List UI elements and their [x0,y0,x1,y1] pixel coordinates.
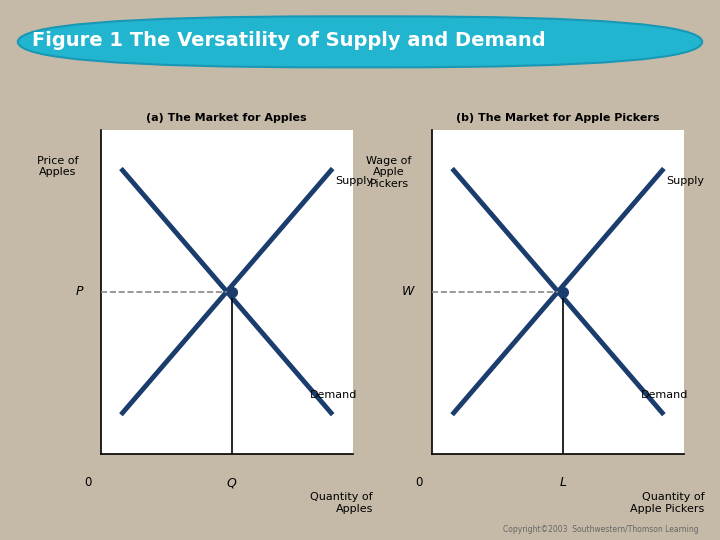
FancyBboxPatch shape [18,16,702,68]
Title: (a) The Market for Apples: (a) The Market for Apples [146,113,307,123]
Text: Q: Q [227,476,237,489]
Text: Figure 1 The Versatility of Supply and Demand: Figure 1 The Versatility of Supply and D… [32,31,545,50]
Text: Quantity of
Apples: Quantity of Apples [310,492,373,514]
Text: Supply: Supply [336,177,373,186]
Text: P: P [76,285,84,298]
Text: 0: 0 [415,476,423,489]
Text: Copyright©2003  Southwestern/Thomson Learning: Copyright©2003 Southwestern/Thomson Lear… [503,524,698,534]
Text: Quantity of
Apple Pickers: Quantity of Apple Pickers [630,492,704,514]
Text: Price of
Apples: Price of Apples [37,156,78,177]
Text: L: L [559,476,567,489]
Text: Demand: Demand [310,390,357,400]
Text: W: W [402,285,415,298]
Text: Demand: Demand [641,390,688,400]
Text: 0: 0 [84,476,92,489]
Text: Wage of
Apple
Pickers: Wage of Apple Pickers [366,156,412,188]
Title: (b) The Market for Apple Pickers: (b) The Market for Apple Pickers [456,113,660,123]
Text: Supply: Supply [667,177,704,186]
